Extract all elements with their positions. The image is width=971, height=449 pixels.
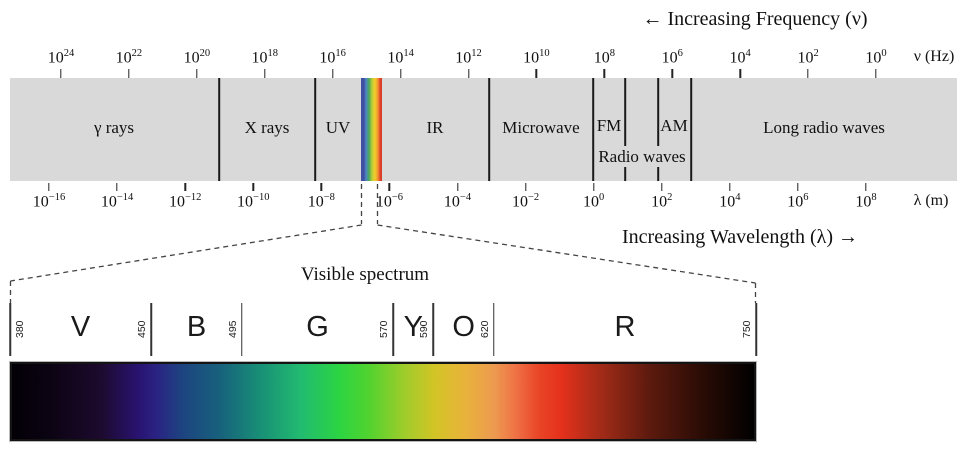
visible-spectrum-bar: [9, 361, 757, 442]
region-label-ir: IR: [426, 118, 444, 137]
frequency-tick-mark: [807, 69, 809, 78]
visible-light-strip: [361, 78, 382, 181]
wavelength-tick-label: 102: [651, 192, 673, 211]
wavelength-tick-label: 10−4: [443, 192, 472, 211]
frequency-tick-mark: [467, 69, 470, 78]
wavelength-tick-mark: [661, 183, 663, 191]
wavelength-tick-mark: [729, 183, 731, 191]
visible-boundary-wavelength: 450: [136, 320, 149, 338]
wavelength-tick-label: 10−12: [168, 192, 202, 211]
wavelength-tick-mark: [48, 183, 50, 191]
band-divider-line-upper: [657, 78, 659, 146]
visible-boundary-line: [493, 303, 495, 356]
band-divider-line-lower: [657, 167, 659, 181]
frequency-tick-label: 1014: [387, 48, 414, 67]
band-divider-line: [592, 78, 594, 181]
frequency-tick-mark: [535, 69, 538, 78]
frequency-tick-mark: [60, 69, 62, 78]
band-divider-line-lower: [624, 167, 626, 181]
visible-band-letter-B: B: [186, 311, 207, 343]
frequency-tick-label: 104: [729, 48, 751, 67]
visible-boundary-line: [755, 303, 757, 356]
band-divider-line: [690, 78, 692, 181]
wavelength-tick-label: 10−16: [32, 192, 66, 211]
frequency-tick-label: 1022: [115, 48, 143, 67]
frequency-tick-label: 1012: [455, 48, 482, 67]
visible-band-letter-V: V: [70, 311, 91, 343]
visible-boundary-line: [241, 303, 243, 356]
band-divider-line: [488, 78, 490, 181]
frequency-tick-mark: [603, 69, 606, 78]
frequency-tick-mark: [264, 69, 266, 78]
region-label-long-radio-waves: Long radio waves: [763, 118, 885, 137]
region-label-x-rays: X rays: [244, 118, 290, 137]
frequency-tick-mark: [128, 69, 130, 78]
visible-boundary-line: [9, 303, 11, 356]
frequency-tick-mark: [399, 69, 402, 78]
frequency-tick-label: 1024: [47, 48, 75, 67]
frequency-tick-mark: [331, 69, 334, 78]
wavelength-tick-mark: [865, 183, 867, 191]
visible-boundary-line: [432, 303, 435, 356]
wavelength-tick-label: 10−14: [100, 192, 134, 211]
wavelength-tick-label: 106: [787, 192, 809, 211]
visible-band-letter-O: O: [452, 311, 475, 343]
frequency-tick-label: 102: [797, 48, 819, 67]
wavelength-tick-label: 104: [719, 192, 741, 211]
frequency-tick-mark: [671, 69, 673, 78]
region-label-microwave: Microwave: [502, 118, 580, 137]
region-label-fm: FM: [596, 116, 622, 135]
frequency-tick-label: 100: [865, 48, 887, 67]
frequency-tick-label: 1020: [183, 48, 211, 67]
region-label-am: AM: [660, 116, 688, 135]
wavelength-tick-mark: [797, 183, 799, 191]
visible-spectrum-title: Visible spectrum: [300, 264, 430, 285]
wavelength-tick-label: 10−6: [375, 192, 403, 211]
visible-boundary-wavelength: 750: [741, 320, 753, 338]
wavelength-tick-mark: [524, 183, 527, 191]
spectrum-band: γ rays X rays UV IR Microwave FM AM Radio waves…: [10, 78, 957, 181]
wavelength-tick-label: 10−2: [511, 192, 540, 211]
wavelength-tick-mark: [592, 183, 595, 191]
frequency-tick-mark: [196, 69, 198, 78]
band-divider-line-upper: [624, 78, 626, 146]
region-label-gamma-rays: γ rays: [93, 118, 135, 137]
frequency-tick-mark: [875, 69, 877, 78]
visible-boundary-wavelength: 380: [14, 320, 26, 338]
region-label-uv: UV: [325, 118, 351, 137]
frequency-tick-label: 1016: [319, 48, 346, 67]
visible-boundary-line: [392, 303, 394, 356]
wavelength-tick-mark: [388, 183, 391, 191]
frequency-unit-label: ν (Hz): [913, 48, 955, 65]
frequency-tick-mark: [739, 69, 741, 78]
wavelength-tick-mark: [252, 183, 254, 191]
wavelength-tick-mark: [456, 183, 459, 191]
wavelength-tick-mark: [116, 183, 118, 191]
band-divider-line: [218, 78, 220, 181]
visible-band-letter-Y: Y: [403, 311, 423, 343]
band-divider-line: [314, 78, 316, 181]
increasing-wavelength-label: Increasing Wavelength (λ) →: [622, 226, 858, 248]
frequency-tick-label: 1010: [523, 48, 550, 67]
wavelength-tick-label: 108: [855, 192, 877, 211]
wavelength-unit-label: λ (m): [913, 192, 949, 209]
visible-boundary-line: [150, 303, 152, 356]
frequency-tick-label: 106: [661, 48, 683, 67]
wavelength-tick-label: 10−8: [307, 192, 335, 211]
wavelength-tick-mark: [320, 183, 323, 191]
wavelength-tick-label: 100: [583, 192, 605, 211]
frequency-tick-label: 1018: [251, 48, 279, 67]
increasing-frequency-label: ← Increasing Frequency (ν): [642, 8, 868, 30]
wavelength-tick-label: 10−10: [237, 192, 270, 211]
wavelength-tick-mark: [184, 183, 186, 191]
frequency-tick-label: 108: [593, 48, 615, 67]
visible-band-letter-R: R: [614, 311, 636, 343]
visible-boundary-wavelength: 495: [226, 320, 239, 338]
visible-band-letter-G: G: [306, 311, 329, 343]
region-label-radio-waves: Radio waves: [598, 147, 686, 166]
